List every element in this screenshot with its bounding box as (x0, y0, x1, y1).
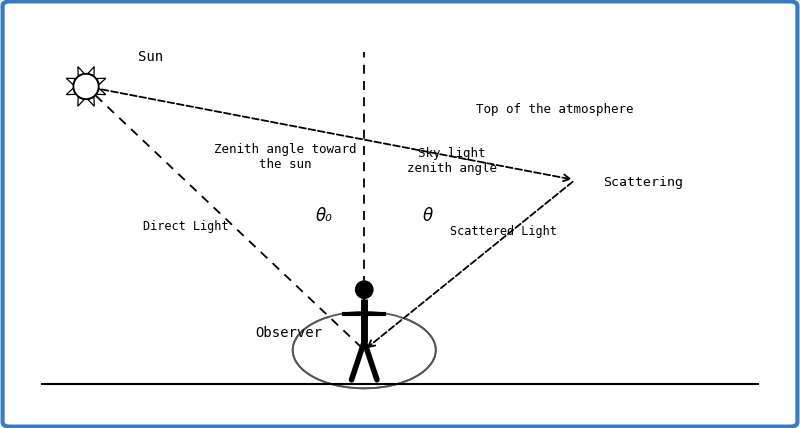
Text: θ₀: θ₀ (316, 207, 333, 225)
Text: Observer: Observer (255, 326, 322, 340)
Text: Scattering: Scattering (602, 175, 682, 189)
Text: Sky light
zenith angle: Sky light zenith angle (406, 147, 497, 175)
Text: θ: θ (422, 207, 433, 225)
Text: Scattered Light: Scattered Light (450, 225, 557, 238)
Circle shape (355, 280, 374, 299)
Text: Direct Light: Direct Light (142, 220, 228, 233)
Text: Sun: Sun (138, 50, 163, 64)
Text: Top of the atmosphere: Top of the atmosphere (476, 103, 634, 116)
Text: Zenith angle toward
the sun: Zenith angle toward the sun (214, 143, 356, 171)
